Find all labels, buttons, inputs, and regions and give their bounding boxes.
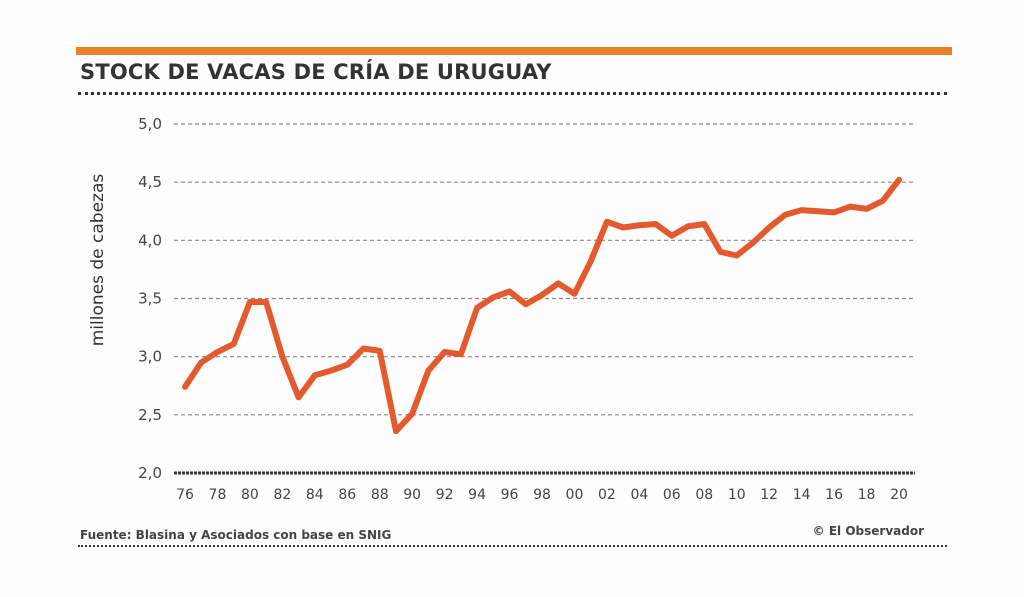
footer-divider — [78, 545, 947, 547]
x-axis-ticks: 76 78 80 82 84 86 88 90 92 94 96 98 00 02 04 06 08 10 12 14… — [176, 487, 908, 503]
x-tick-label: 08 — [695, 487, 713, 503]
x-tick-label: 82 — [273, 487, 291, 503]
y-tick-label: 2,5 — [138, 406, 162, 424]
gridlines — [174, 123, 915, 475]
accent-bar — [76, 47, 952, 55]
y-tick-label: 4,5 — [138, 173, 162, 191]
x-tick-label: 80 — [241, 487, 259, 503]
x-tick-label: 00 — [566, 487, 584, 503]
y-axis-label: millones de cabezas — [88, 174, 108, 347]
x-tick-label: 84 — [306, 487, 324, 503]
series-line — [182, 176, 902, 435]
x-tick-label: 98 — [533, 487, 551, 503]
x-tick-label: 02 — [598, 487, 616, 503]
x-tick-label: 90 — [403, 487, 421, 503]
x-tick-label: 88 — [371, 487, 389, 503]
x-tick-label: 06 — [663, 487, 681, 503]
y-tick-label: 4,0 — [138, 231, 162, 249]
credit-note: © El Observador — [812, 524, 924, 538]
y-tick-label: 2,0 — [138, 464, 162, 482]
y-tick-label: 3,0 — [138, 348, 162, 366]
x-tick-label: 92 — [436, 487, 454, 503]
chart-title: STOCK DE VACAS DE CRÍA DE URUGUAY — [80, 60, 552, 84]
x-tick-label: 04 — [630, 487, 648, 503]
title-divider — [78, 92, 947, 95]
x-tick-label: 12 — [760, 487, 778, 503]
x-tick-label: 86 — [338, 487, 356, 503]
y-tick-label: 3,5 — [138, 290, 162, 308]
x-tick-label: 16 — [825, 487, 843, 503]
x-tick-label: 94 — [468, 487, 486, 503]
data-points — [184, 179, 900, 432]
x-tick-label: 14 — [793, 487, 811, 503]
x-tick-label: 20 — [890, 487, 908, 503]
x-tick-label: 78 — [209, 487, 227, 503]
y-tick-label: 5,0 — [138, 115, 162, 133]
x-tick-label: 96 — [501, 487, 519, 503]
x-tick-label: 10 — [728, 487, 746, 503]
x-tick-label: 76 — [176, 487, 194, 503]
x-tick-label: 18 — [858, 487, 876, 503]
source-note: Fuente: Blasina y Asociados con base en … — [80, 528, 392, 542]
y-axis-ticks: 2,0 2,5 3,0 3,5 4,0 4,5 5,0 — [138, 115, 162, 482]
